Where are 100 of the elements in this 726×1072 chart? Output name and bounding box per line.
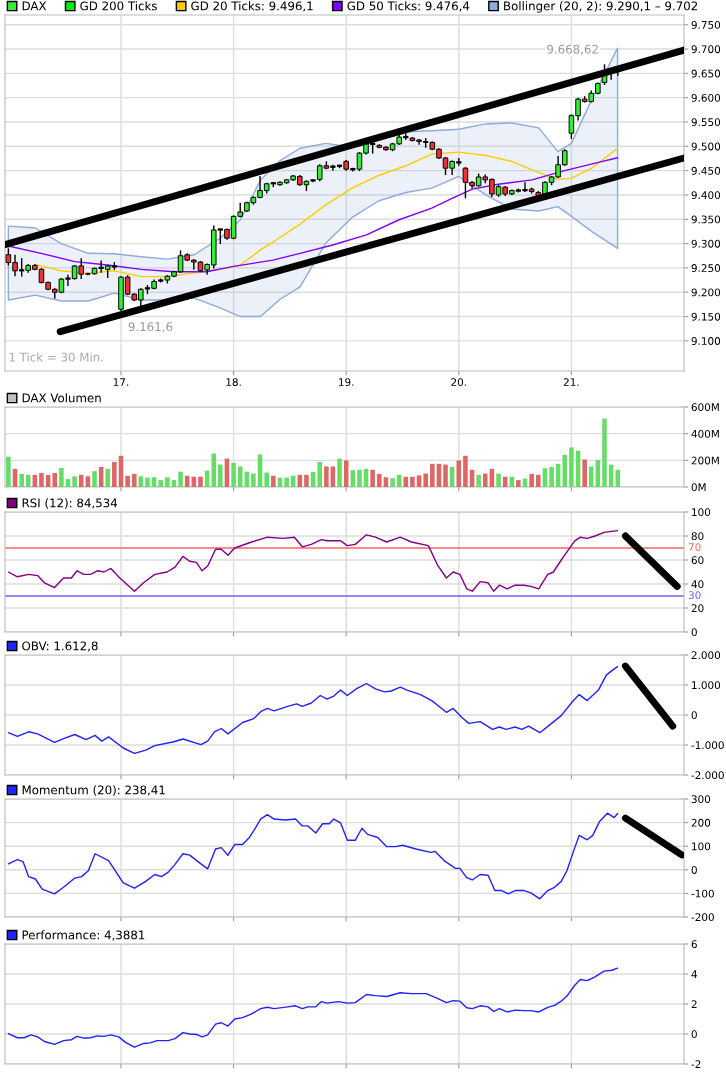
bar [377, 473, 382, 487]
bar [145, 477, 150, 487]
bar [476, 474, 481, 487]
line-series [7, 665, 619, 755]
y-tick-label: 0 [691, 628, 697, 637]
y-tick-label: 1.000 [692, 681, 721, 690]
bar [396, 474, 402, 487]
bar [52, 473, 58, 487]
legend-label: GD 200 Ticks [80, 1, 157, 11]
bar [138, 476, 144, 487]
y-tick-label: 9.450 [691, 166, 721, 175]
y-tick-label: 400M [691, 429, 719, 438]
y-tick-label: 9.250 [691, 264, 721, 272]
bar [602, 418, 607, 487]
y-tick-label: 9.300 [691, 239, 721, 248]
bar [357, 469, 362, 487]
y-tick-label: 2 [691, 1000, 697, 1008]
y-tick-label: 40 [691, 580, 704, 589]
bar [463, 455, 468, 487]
y-tick-label: 200M [691, 456, 719, 465]
y-tick-label: -2.000 [691, 771, 724, 780]
x-tick-label: 19. [339, 378, 354, 387]
y-tick-label: 300 [691, 795, 711, 804]
bar [231, 462, 236, 487]
annotation: 9.668,62 [547, 44, 598, 55]
bar [251, 473, 256, 487]
x-tick-label: 17. [113, 378, 129, 386]
y-tick-label: 9.600 [691, 93, 721, 102]
bar [284, 477, 289, 487]
y-tick-label: 9.650 [691, 69, 721, 78]
y-tick-label: 2.000 [691, 651, 721, 660]
bar [72, 476, 77, 487]
x-tick-label: 18. [226, 378, 241, 387]
y-tick-label: 0 [691, 1030, 697, 1039]
y-tick-label: -1.000 [691, 741, 724, 750]
annotation: 9.161,6 [128, 322, 173, 333]
bar [92, 471, 97, 487]
bar [198, 476, 203, 487]
line-series [7, 529, 619, 592]
bar [337, 458, 342, 487]
y-tick-label: 100 [692, 842, 711, 851]
bar [482, 473, 488, 487]
legend-label: GD 20 Ticks: 9.496,1 [191, 1, 313, 12]
y-tick-label: 9.700 [691, 45, 721, 54]
y-tick-label: 9.100 [691, 337, 721, 345]
bar [317, 461, 323, 487]
ref-line-label: 70 [688, 543, 701, 552]
bar [562, 454, 568, 487]
bar [569, 447, 574, 487]
x-tick-label: 21. [563, 378, 579, 386]
annotation: 1 Tick = 30 Min. [9, 352, 103, 362]
bar [588, 466, 594, 487]
bar [39, 473, 44, 487]
bar [430, 463, 435, 487]
y-tick-label: -200 [691, 913, 714, 922]
bar [416, 475, 422, 487]
bar [304, 474, 309, 487]
bar [264, 472, 269, 487]
bar [582, 459, 587, 487]
legend-label: OBV: 1.612,8 [22, 641, 98, 652]
legend-label: Bollinger (20, 2): 9.290,1 – 9.702 [504, 1, 698, 13]
bar [390, 478, 395, 487]
y-tick-label: 80 [691, 532, 704, 541]
y-tick-label: 9.750 [691, 20, 721, 29]
y-tick-label: 0 [691, 866, 697, 874]
y-tick-label: 0M [691, 483, 706, 492]
legend-label: GD 50 Ticks: 9.476,4 [347, 1, 470, 12]
bar [112, 461, 117, 487]
bar [105, 468, 110, 487]
y-tick-label: 200 [691, 818, 711, 827]
bar [271, 475, 276, 487]
bar [423, 473, 428, 487]
bar [78, 474, 84, 487]
y-tick-label: 9.550 [691, 118, 721, 127]
bar [85, 476, 91, 487]
bar [237, 466, 243, 487]
y-tick-label: 600M [691, 403, 719, 412]
bar [443, 464, 448, 487]
bar [549, 467, 554, 487]
bar [165, 477, 170, 487]
y-tick-label: 100 [692, 508, 711, 517]
bar [324, 466, 329, 487]
y-tick-label: 6 [691, 940, 697, 949]
bar [529, 473, 534, 487]
y-tick-label: -2 [691, 1060, 701, 1068]
y-tick-label: 9.400 [691, 191, 721, 200]
line-series [7, 967, 619, 1048]
bar [383, 477, 389, 487]
bar [410, 476, 415, 487]
bar [6, 456, 11, 487]
y-tick-label: 20 [691, 604, 704, 613]
y-tick-label: 0 [691, 711, 697, 720]
y-tick-label: 9.150 [691, 312, 721, 321]
bar [158, 480, 164, 487]
bar [403, 476, 409, 487]
bar [218, 464, 223, 487]
y-tick-label: 9.200 [691, 288, 721, 297]
bar [516, 480, 521, 487]
y-tick-label: 4 [691, 970, 697, 978]
legend-label: Momentum (20): 238,41 [22, 785, 165, 796]
